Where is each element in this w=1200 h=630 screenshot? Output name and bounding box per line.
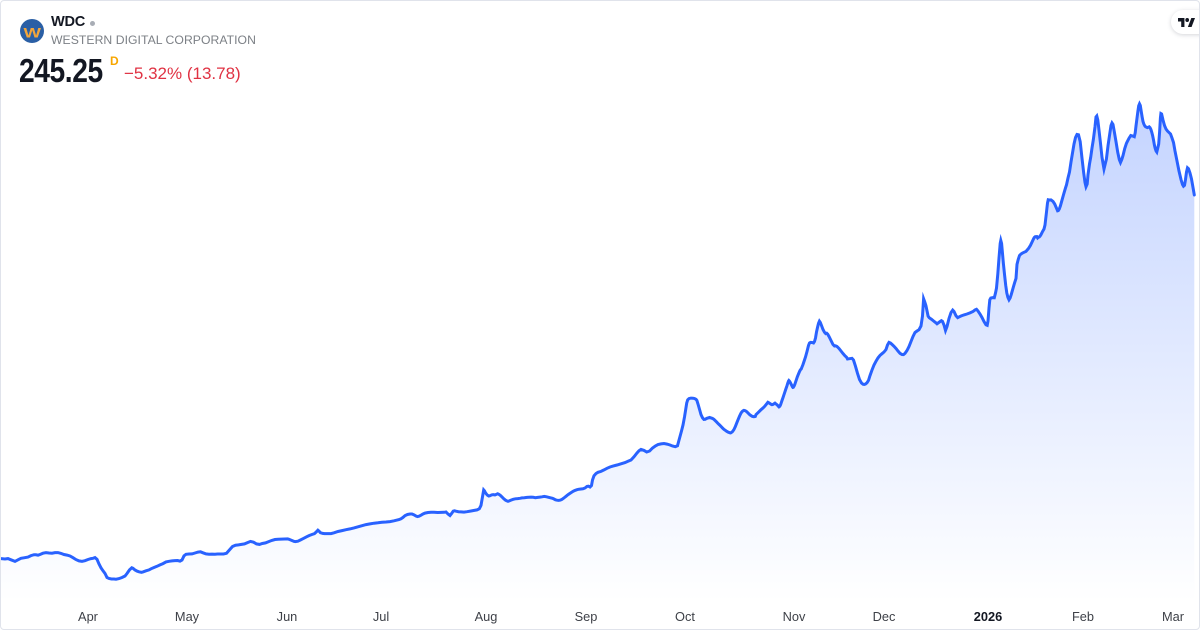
svg-text:W: W (24, 25, 42, 40)
